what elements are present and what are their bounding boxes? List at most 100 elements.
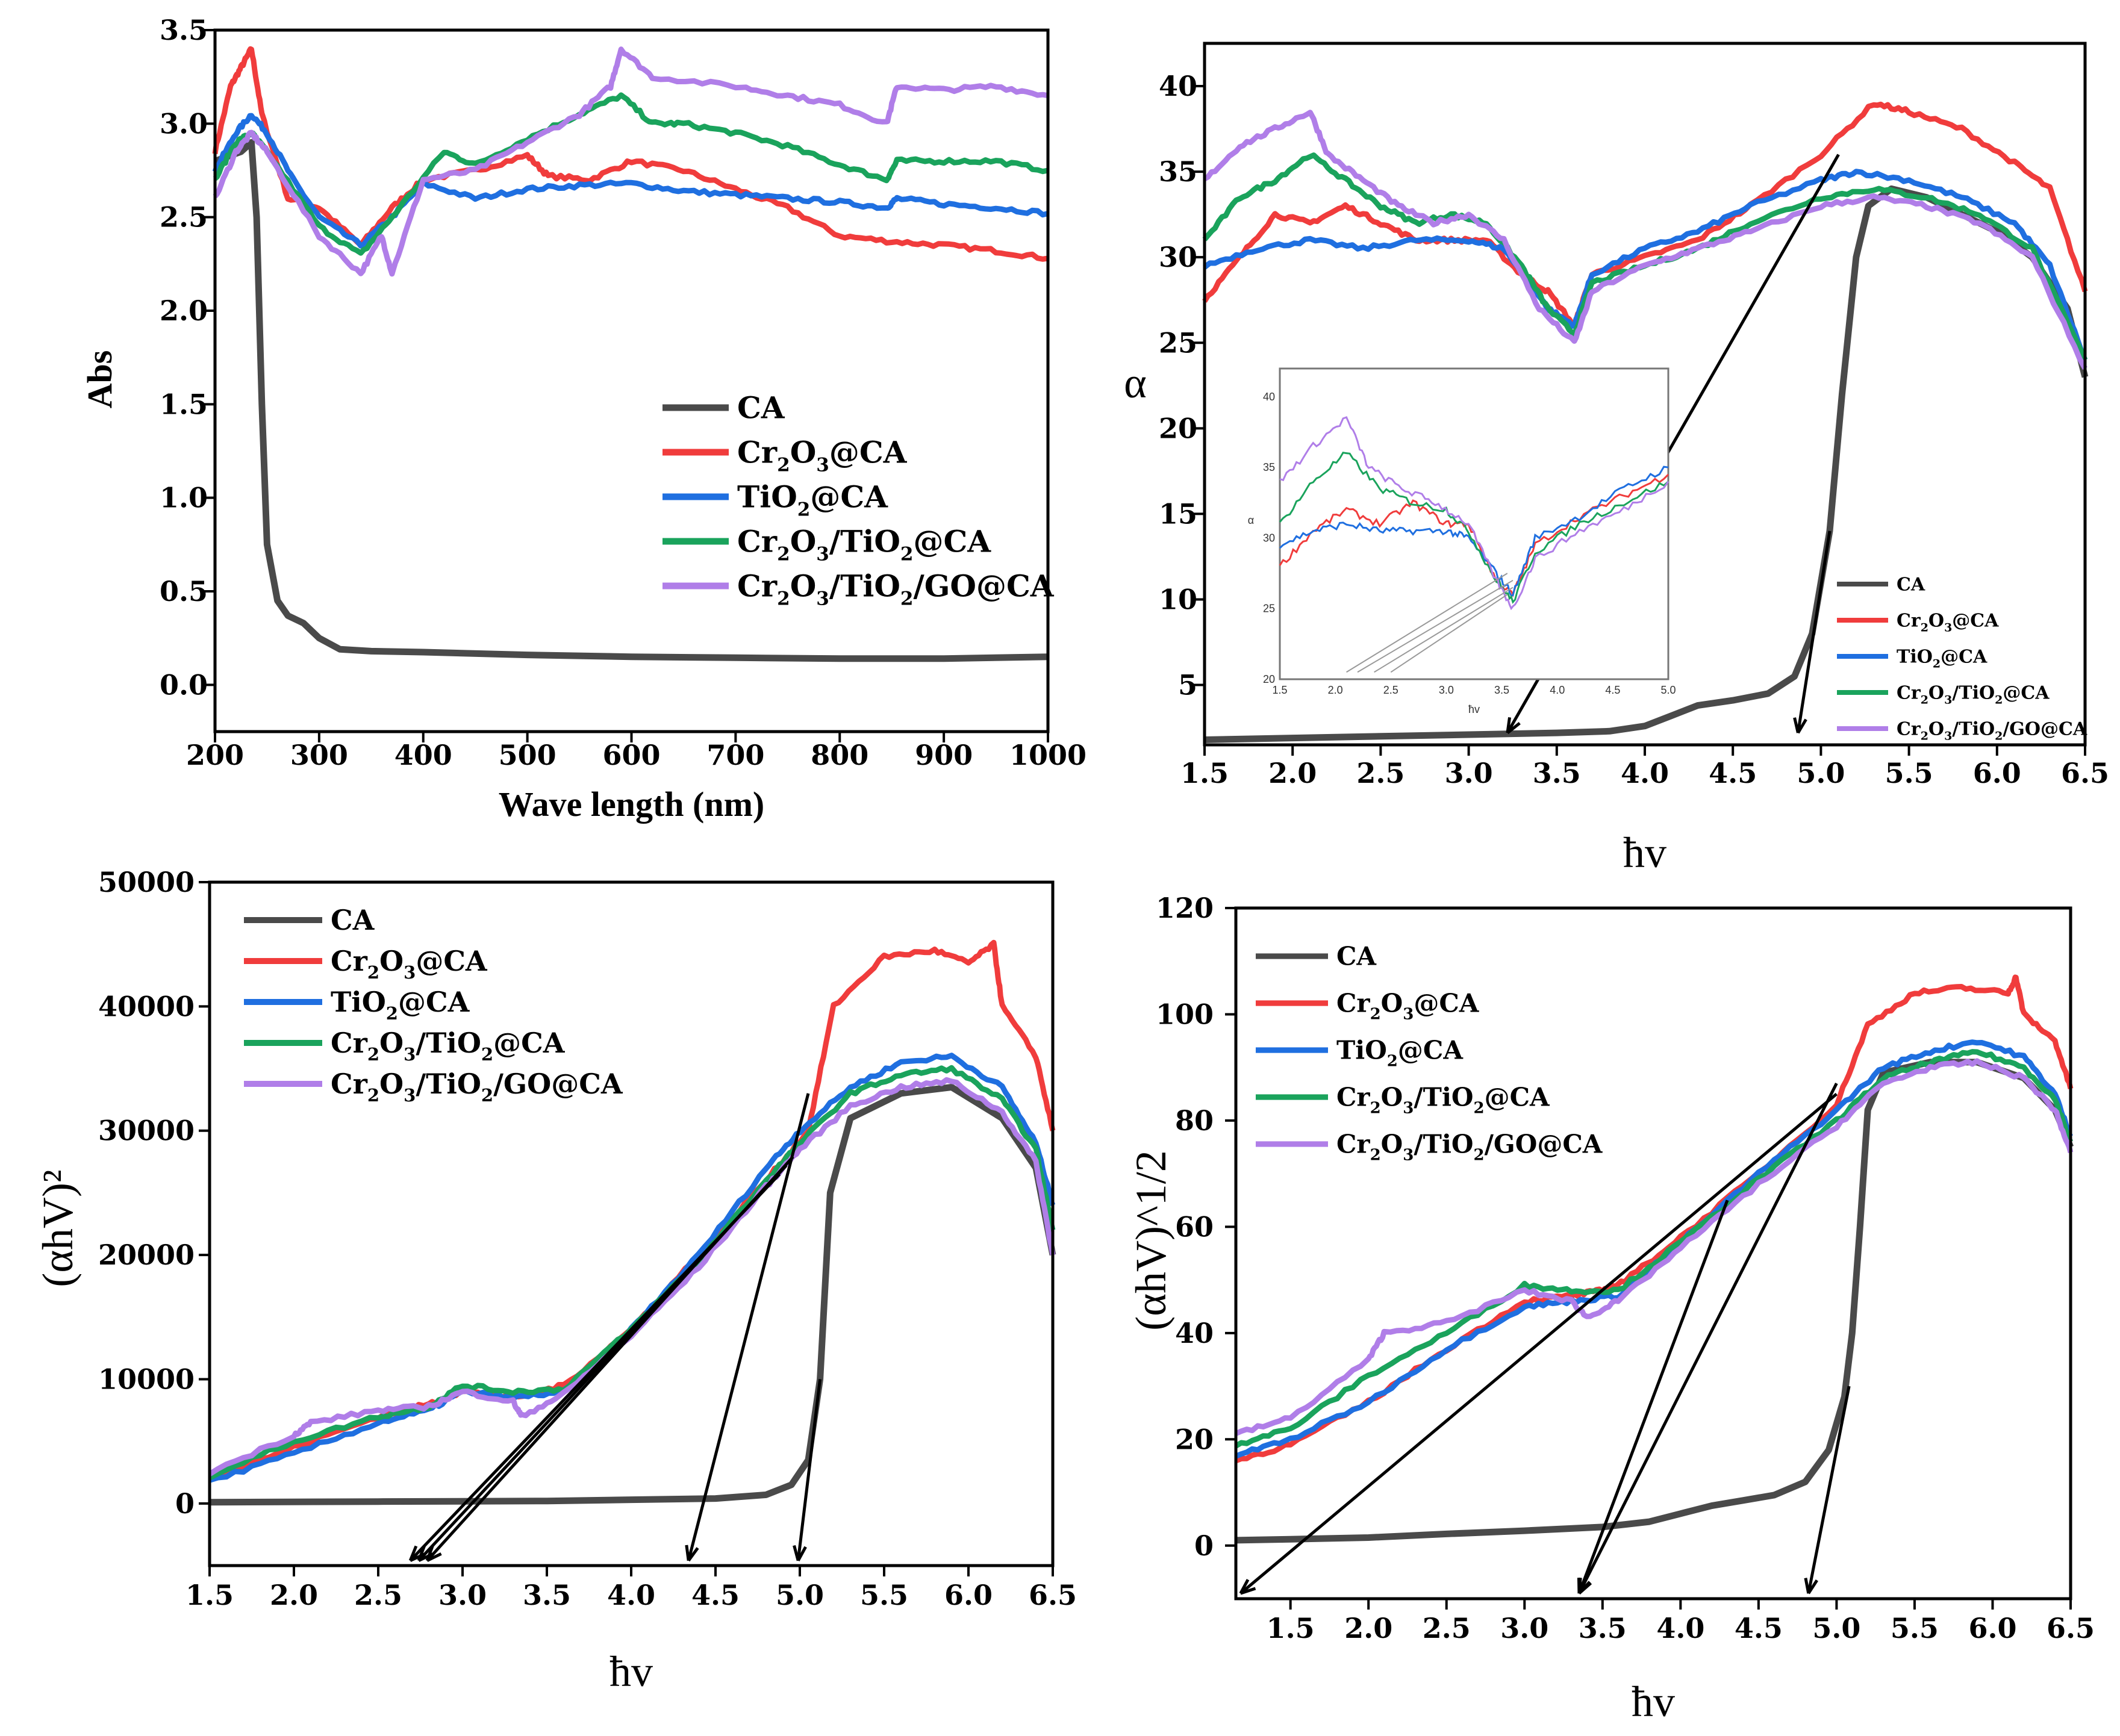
series-line-cr2o3-tio2-ca	[1202, 152, 2088, 361]
x-tick-label: 3.0	[1445, 757, 1493, 789]
inset-y-tick-label: 30	[1263, 532, 1275, 544]
legend-label-ca: CA	[737, 390, 785, 426]
series-line-cr2o3-tio2-go-ca	[1235, 1058, 2074, 1436]
legend-label-cr2o3-tio2-go-ca: Cr2O3/TiO2/GO@CA	[331, 1068, 623, 1106]
inset-y-title: α	[1248, 514, 1254, 526]
x-tick-label: 1.5	[186, 1579, 234, 1611]
inset-series-cr2o3-tio2-ca	[1279, 452, 1669, 604]
y-tick-label: 3.0	[160, 107, 208, 140]
x-axis-title: ħv	[610, 1647, 653, 1696]
x-tick-label: 3.5	[1579, 1612, 1627, 1644]
legend-label-cr2o3-tio2-ca: Cr2O3/TiO2@CA	[737, 524, 991, 565]
legend-label-tio2-ca: TiO2@CA	[331, 986, 470, 1024]
legend: CACr2O3@CATiO2@CACr2O3/TiO2@CACr2O3/TiO2…	[1256, 942, 1603, 1165]
arrow-head	[685, 1545, 699, 1562]
legend-label-cr2o3-ca: Cr2O3@CA	[331, 945, 488, 983]
y-tick-label: 60	[1175, 1210, 1214, 1243]
x-tick-label: 2.0	[1268, 757, 1317, 789]
x-tick-label: 2.5	[1356, 757, 1404, 789]
y-tick-label: 50000	[98, 866, 195, 898]
y-axis-title: Abs	[80, 350, 119, 409]
legend-label-tio2-ca: TiO2@CA	[1336, 1036, 1464, 1071]
y-axis-title: α	[1124, 359, 1147, 407]
plot-frame	[1234, 906, 2072, 1601]
legend-label-tio2-ca: TiO2@CA	[1897, 647, 1988, 671]
y-tick-label: 40	[1175, 1317, 1214, 1349]
legend-label-cr2o3-ca: Cr2O3@CA	[1897, 611, 1999, 635]
legend: CACr2O3@CATiO2@CACr2O3/TiO2@CACr2O3/TiO2…	[244, 904, 623, 1106]
inset-extrapolation-line	[1346, 573, 1508, 673]
arrow-head	[1804, 1578, 1818, 1594]
y-tick-label: 10000	[98, 1363, 195, 1395]
inset-plot: 1.5 2.0 2.5 3.0 3.5 4.0 4.5 5.0 20 25 30 35 40 ħv α	[1248, 367, 1676, 715]
legend-label-cr2o3-tio2-ca: Cr2O3/TiO2@CA	[331, 1027, 566, 1065]
extrapolation-arrow	[1577, 1199, 1729, 1594]
inset-extrapolation-line	[1374, 586, 1514, 673]
extrapolation-arrow	[687, 1093, 810, 1561]
x-tick-label: 1.5	[1267, 1612, 1315, 1644]
arrow-head	[1577, 1578, 1592, 1595]
arrow-head	[1506, 717, 1521, 735]
legend-label-cr2o3-tio2-ca: Cr2O3/TiO2@CA	[1897, 683, 2050, 707]
x-tick-label: 3.0	[1500, 1612, 1548, 1644]
extrapolation-arrow	[1807, 1386, 1851, 1594]
y-tick-label: 0	[175, 1487, 195, 1520]
y-tick-label: 30000	[98, 1115, 195, 1147]
series-line-ca	[214, 138, 1049, 662]
panel-abs: 200 300 400 500 600 700 800 900 1000 0.0 0.5 1.0 1.5…	[80, 14, 1086, 824]
legend-label-cr2o3-ca: Cr2O3@CA	[1336, 989, 1480, 1024]
y-axis-title: (αhV)^1/2	[1127, 1150, 1175, 1330]
y-tick-label: 5	[1178, 669, 1197, 702]
legend: CA Cr2O3@CA TiO2@CA Cr2O3/TiO2@CA Cr2O3/TiO2…	[1837, 574, 2087, 743]
x-tick-label: 5.0	[776, 1579, 824, 1611]
legend-label-ca: CA	[1897, 574, 1925, 596]
x-tick-label: 2.5	[1423, 1612, 1471, 1644]
inset-x-tick-label: 3.0	[1439, 684, 1454, 696]
y-tick-label: 1.5	[160, 388, 208, 420]
inset-x-tick-label: 4.0	[1550, 684, 1565, 696]
series-line-cr2o3-ca	[208, 939, 1056, 1482]
inset-x-tick-label: 2.5	[1383, 684, 1398, 696]
x-tick-label: 6.5	[2061, 757, 2109, 789]
plot-frame	[213, 28, 1050, 733]
x-tick-label: 1000	[1009, 739, 1086, 771]
x-tick-label: 500	[499, 739, 556, 771]
y-tick-label: 120	[1156, 892, 1214, 924]
x-tick-label: 5.0	[1797, 757, 1845, 789]
arrow-head	[425, 1545, 442, 1562]
x-tick-label: 4.5	[691, 1579, 740, 1611]
arrow-head	[1239, 1579, 1256, 1595]
inset-series-tio2-ca	[1279, 465, 1669, 597]
y-tick-label: 20	[1175, 1423, 1214, 1455]
y-tick-label: 40000	[98, 990, 195, 1022]
y-tick-label: 15	[1159, 497, 1197, 530]
inset-x-tick-label: 3.5	[1494, 684, 1509, 696]
series-line-tio2-ca	[1235, 1039, 2073, 1459]
y-tick-label: 0.5	[160, 575, 208, 608]
x-tick-label: 5.5	[1885, 757, 1933, 789]
x-axis-title: ħv	[1623, 829, 1666, 877]
extrapolation-arrow	[1796, 530, 1832, 733]
y-tick-label: 1.0	[160, 482, 208, 514]
y-axis-title: (αhV)²	[34, 1169, 82, 1287]
inset-frame	[1279, 367, 1670, 680]
legend-label-cr2o3-tio2-go-ca: Cr2O3/TiO2/GO@CA	[1897, 719, 2087, 743]
arrow-head	[793, 1545, 807, 1561]
y-tick-label: 2.5	[160, 201, 208, 234]
x-axis-title: ħv	[1632, 1678, 1675, 1726]
inset-x-tick-label: 5.0	[1660, 684, 1676, 696]
series-line-cr2o3-tio2-go-ca	[208, 1077, 1056, 1476]
x-tick-label: 3.5	[1533, 757, 1581, 789]
plot-frame	[208, 880, 1055, 1567]
y-tick-label: 10	[1159, 583, 1197, 615]
x-tick-label: 6.0	[944, 1579, 993, 1611]
y-tick-label: 100	[1156, 998, 1214, 1030]
x-tick-label: 200	[186, 739, 244, 771]
x-tick-label: 2.0	[270, 1579, 318, 1611]
y-tick-label: 0	[1194, 1529, 1214, 1562]
x-tick-label: 5.5	[1891, 1612, 1939, 1644]
panel-ahv-half: 1.5 2.0 2.5 3.0 3.5 4.0 4.5 5.0 5.5 6.0 6.5 0 20 40 60…	[1127, 892, 2095, 1726]
panel-alpha: 1.5 2.0 2.5 3.0 3.5 4.0 4.5 5.0 5.5 6.0 6.5 5 10 15 20…	[1124, 42, 2109, 877]
inset-x-tick-label: 2.0	[1328, 684, 1343, 696]
